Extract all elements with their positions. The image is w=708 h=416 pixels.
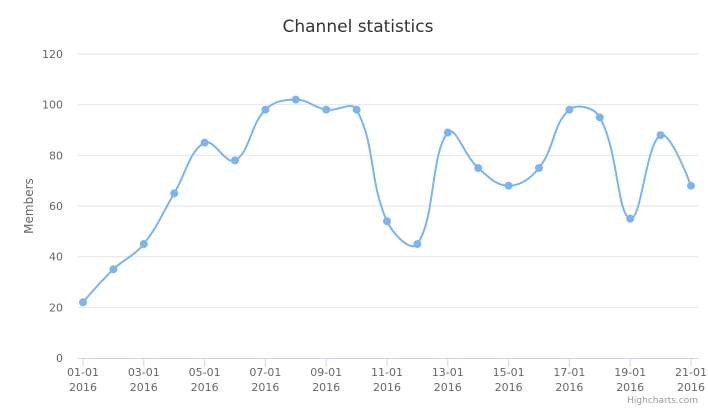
x-tick-label-day: 01-01 — [67, 366, 99, 379]
data-point-marker[interactable] — [231, 156, 239, 165]
x-tick-label-day: 17-01 — [553, 366, 585, 379]
x-tick-label-day: 07-01 — [249, 366, 281, 379]
x-axis: 01-01 2016 03-01 2016 05-01 2016 07-01 2016 09-0… — [67, 358, 707, 394]
x-tick-label-day: 11-01 — [371, 366, 403, 379]
data-point-marker[interactable] — [352, 105, 361, 114]
data-point-marker[interactable] — [139, 240, 148, 248]
data-point-marker[interactable] — [413, 240, 422, 248]
x-tick-label-year: 2016 — [312, 381, 340, 394]
chart-title: Channel statistics — [283, 17, 434, 37]
data-point-marker[interactable] — [656, 131, 665, 140]
x-tick-label-day: 09-01 — [310, 366, 342, 379]
x-tick-label-year: 2016 — [69, 381, 97, 394]
series-line — [82, 98, 692, 304]
data-point-marker[interactable] — [291, 95, 300, 104]
x-tick-label-day: 19-01 — [614, 366, 646, 379]
x-tick-label-day: 15-01 — [493, 366, 525, 379]
x-tick-label-year: 2016 — [495, 381, 523, 394]
data-point-marker[interactable] — [565, 105, 574, 114]
data-point-marker[interactable] — [504, 181, 513, 190]
data-point-marker[interactable] — [595, 113, 604, 122]
data-point-marker[interactable] — [261, 105, 270, 114]
x-tick-label-year: 2016 — [616, 381, 644, 394]
x-tick-label-day: 13-01 — [432, 366, 464, 379]
y-axis-tick-labels: 0 20 40 60 80 100 120 — [42, 48, 63, 365]
x-tick-label-year: 2016 — [251, 381, 279, 394]
data-point-marker[interactable] — [383, 217, 391, 226]
y-tick-label: 80 — [49, 149, 63, 162]
x-tick-label-year: 2016 — [130, 381, 158, 394]
data-point-marker[interactable] — [322, 105, 331, 114]
data-point-marker[interactable] — [79, 298, 87, 307]
data-point-marker[interactable] — [170, 189, 179, 198]
series-markers[interactable] — [79, 95, 695, 307]
x-tick-label-day: 05-01 — [189, 366, 221, 379]
x-tick-label-year: 2016 — [555, 381, 583, 394]
x-tick-label-year: 2016 — [677, 381, 705, 394]
data-point-marker[interactable] — [443, 128, 452, 137]
x-tick-label-day: 03-01 — [128, 366, 160, 379]
data-point-marker[interactable] — [200, 138, 209, 147]
x-tick-label-year: 2016 — [373, 381, 401, 394]
data-point-marker[interactable] — [626, 214, 635, 223]
x-tick-label-year: 2016 — [434, 381, 462, 394]
y-axis-title: Members — [22, 178, 36, 234]
data-point-marker[interactable] — [109, 265, 118, 274]
y-tick-label: 100 — [42, 99, 63, 112]
y-tick-label: 0 — [56, 352, 63, 365]
data-point-marker[interactable] — [474, 164, 483, 172]
credits-text[interactable]: Highcharts.com — [627, 396, 698, 406]
data-point-marker[interactable] — [535, 164, 543, 172]
data-point-marker[interactable] — [687, 181, 695, 190]
y-tick-label: 60 — [49, 200, 63, 213]
y-tick-label: 20 — [49, 301, 63, 314]
y-tick-label: 120 — [42, 48, 63, 61]
x-tick-label-year: 2016 — [191, 381, 219, 394]
grid-lines — [78, 53, 698, 308]
y-tick-label: 40 — [49, 251, 63, 264]
x-tick-label-day: 21-01 — [675, 366, 707, 379]
